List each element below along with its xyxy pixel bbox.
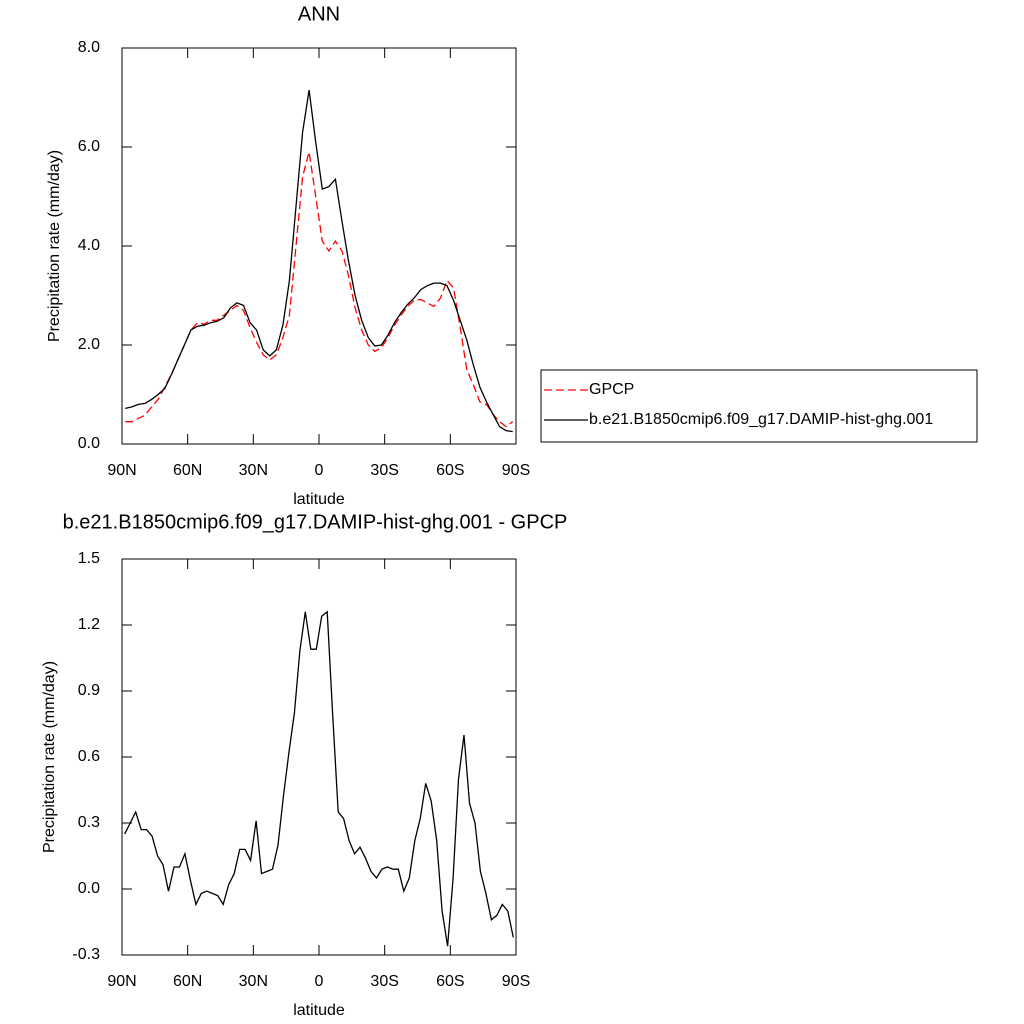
plot-frame [121, 47, 517, 445]
legend-label: b.e21.B1850cmip6.f09_g17.DAMIP-hist-ghg.… [589, 411, 933, 428]
x-tick-label: 30S [370, 462, 398, 479]
chart-title: ANN [298, 3, 340, 25]
y-tick-label: 8.0 [78, 39, 100, 56]
y-tick-label: 4.0 [78, 237, 100, 254]
x-tick-label: 60S [436, 462, 464, 479]
x-axis-label: latitude [293, 491, 345, 508]
legend-label: GPCP [589, 381, 634, 398]
y-tick-label: 2.0 [78, 336, 100, 353]
y-tick-label: 1.5 [78, 550, 100, 567]
chart-title: b.e21.B1850cmip6.f09_g17.DAMIP-hist-ghg.… [63, 511, 568, 533]
y-tick-label: 6.0 [78, 138, 100, 155]
x-tick-label: 0 [315, 462, 324, 479]
x-tick-label: 90S [502, 973, 530, 990]
x-tick-label: 60N [173, 973, 202, 990]
x-tick-label: 60S [436, 973, 464, 990]
x-tick-label: 90S [502, 462, 530, 479]
x-tick-label: 90N [107, 973, 136, 990]
data-line [124, 610, 514, 947]
x-tick-label: 30S [370, 973, 398, 990]
legend-box [540, 369, 978, 443]
data-line [125, 151, 514, 428]
y-tick-label: 0.0 [78, 880, 100, 897]
x-tick-label: 30N [239, 973, 268, 990]
y-tick-label: 0.9 [78, 682, 100, 699]
y-axis-label: Precipitation rate (mm/day) [41, 661, 58, 853]
x-tick-label: 60N [173, 462, 202, 479]
y-tick-label: 1.2 [78, 616, 100, 633]
x-tick-label: 0 [315, 973, 324, 990]
plot-frame [121, 558, 517, 956]
y-tick-label: 0.6 [78, 748, 100, 765]
y-tick-label: 0.0 [78, 435, 100, 452]
x-axis-label: latitude [293, 1002, 345, 1019]
y-tick-label: 0.3 [78, 814, 100, 831]
y-tick-label: -0.3 [72, 946, 100, 963]
x-tick-label: 30N [239, 462, 268, 479]
data-line [125, 90, 513, 433]
y-axis-label: Precipitation rate (mm/day) [46, 150, 63, 342]
x-tick-label: 90N [107, 462, 136, 479]
